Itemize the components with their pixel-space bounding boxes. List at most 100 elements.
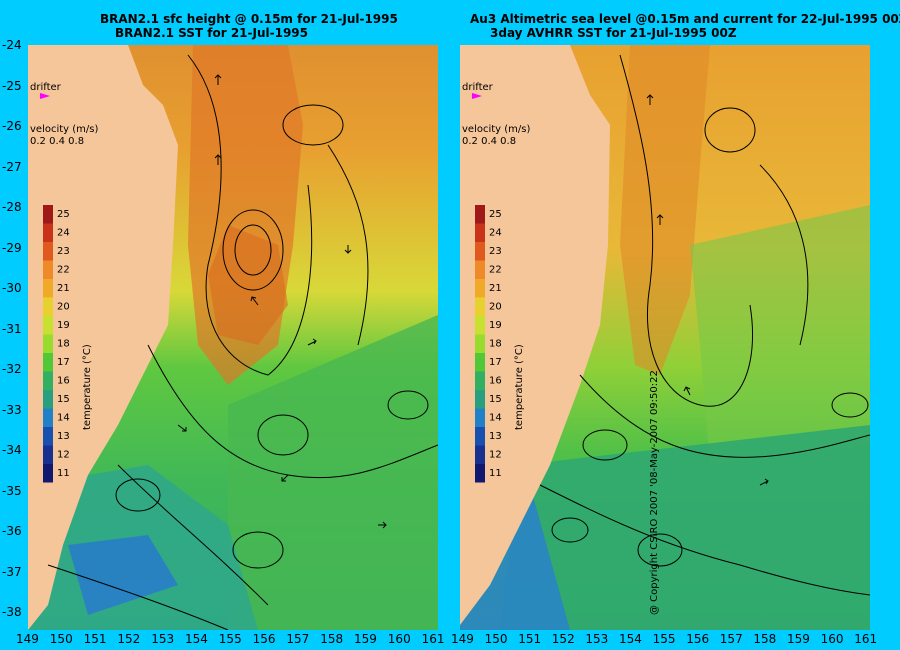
latitude-tick-label: -38 bbox=[2, 605, 22, 619]
colorbar-swatch bbox=[43, 371, 53, 390]
colorbar-swatch bbox=[475, 427, 485, 446]
colorbar-tick-label: 11 bbox=[489, 468, 502, 479]
colorbar-tick-label: 13 bbox=[57, 431, 70, 442]
colorbar-tick-label: 17 bbox=[57, 357, 70, 368]
longitude-tick-label: 154 bbox=[185, 632, 208, 646]
temperature-label: temperature (°C) bbox=[514, 344, 525, 430]
latitude-tick-label: -24 bbox=[2, 38, 22, 52]
colorbar-swatch bbox=[43, 223, 53, 242]
colorbar-swatch bbox=[43, 390, 53, 409]
longitude-tick-label: 153 bbox=[585, 632, 609, 646]
colorbar-swatch bbox=[475, 316, 485, 335]
latitude-tick-label: -32 bbox=[2, 362, 22, 376]
colorbar-swatch bbox=[475, 297, 485, 316]
land-mass bbox=[28, 45, 178, 630]
colorbar-swatch bbox=[475, 242, 485, 261]
colorbar-tick-label: 21 bbox=[57, 283, 70, 294]
latitude-tick-label: -36 bbox=[2, 524, 22, 538]
latitude-tick-label: -34 bbox=[2, 443, 22, 457]
latitude-tick-label: -33 bbox=[2, 402, 22, 417]
colorbar-swatch bbox=[43, 260, 53, 279]
longitude-tick-label: 160 bbox=[820, 632, 844, 646]
latitude-tick-label: -31 bbox=[2, 321, 22, 336]
longitude-tick-label: 161 bbox=[854, 632, 878, 646]
colorbar-tick-label: 24 bbox=[57, 228, 70, 239]
colorbar-swatch bbox=[475, 390, 485, 409]
colorbar-swatch bbox=[43, 464, 53, 483]
colorbar-swatch bbox=[475, 334, 485, 353]
latitude-tick-label: -37 bbox=[2, 564, 22, 579]
colorbar-tick-label: 13 bbox=[489, 431, 502, 442]
longitude-tick-label: 149 bbox=[16, 632, 39, 646]
longitude-tick-label: 157 bbox=[286, 632, 310, 646]
left-title-line1: BRAN2.1 sfc height @ 0.15m for 21-Jul-19… bbox=[100, 12, 398, 26]
velocity-label: velocity (m/s) bbox=[30, 124, 98, 135]
longitude-tick-label: 150 bbox=[49, 632, 73, 646]
latitude-tick-label: -26 bbox=[2, 119, 22, 133]
contour-lines bbox=[539, 54, 870, 596]
longitude-tick-label: 159 bbox=[787, 632, 810, 646]
temperature-colorbar: 25 24 23 22 21 20 19 18 17 16 15 14 13 12 11 bbox=[475, 205, 502, 483]
longitude-tick-label: 160 bbox=[387, 632, 411, 646]
copyright-notice: @ Copyright CSIRO 2007 '08-May-2007 09:5… bbox=[649, 370, 661, 615]
velocity-arrows bbox=[177, 74, 387, 529]
drifter-label: drifter bbox=[30, 82, 62, 93]
colorbar-tick-label: 18 bbox=[57, 339, 70, 350]
colorbar-swatch bbox=[43, 205, 53, 224]
right-title-line2: 3day AVHRR SST for 21-Jul-1995 00Z bbox=[490, 26, 737, 40]
colorbar-tick-label: 16 bbox=[57, 376, 70, 387]
colorbar-swatch bbox=[475, 408, 485, 427]
longitude-tick-label: 152 bbox=[551, 632, 575, 646]
colorbar-swatch bbox=[43, 316, 53, 335]
latitude-tick-label: -30 bbox=[2, 281, 22, 295]
longitude-tick-label: 152 bbox=[117, 632, 141, 646]
colorbar-swatch bbox=[475, 371, 485, 390]
latitude-tick-label: -28 bbox=[2, 200, 22, 214]
colorbar-tick-label: 17 bbox=[489, 357, 502, 368]
colorbar-swatch bbox=[475, 260, 485, 279]
longitude-tick-label: 158 bbox=[320, 632, 344, 646]
right-map-panel: 25 24 23 22 21 20 19 18 17 16 15 14 13 12 11 drifter v… bbox=[460, 45, 870, 630]
colorbar-tick-label: 14 bbox=[489, 413, 502, 424]
latitude-tick-label: -27 bbox=[2, 159, 22, 174]
colorbar-tick-label: 19 bbox=[489, 320, 502, 331]
colorbar-tick-label: 11 bbox=[57, 468, 70, 479]
colorbar-tick-label: 20 bbox=[57, 302, 70, 313]
colorbar-tick-label: 21 bbox=[489, 283, 502, 294]
longitude-tick-label: 151 bbox=[518, 632, 542, 646]
drifter-label: drifter bbox=[462, 82, 494, 93]
longitude-tick-label: 158 bbox=[753, 632, 777, 646]
right-title-line1: Au3 Altimetric sea level @0.15m and curr… bbox=[470, 12, 900, 26]
latitude-tick-label: -29 bbox=[2, 240, 22, 255]
colorbar-swatch bbox=[43, 279, 53, 298]
longitude-tick-label: 149 bbox=[451, 632, 474, 646]
colorbar-swatch bbox=[43, 427, 53, 446]
colorbar-swatch bbox=[43, 334, 53, 353]
colorbar-tick-label: 20 bbox=[489, 302, 502, 313]
colorbar-swatch bbox=[475, 353, 485, 372]
longitude-tick-label: 156 bbox=[686, 632, 710, 646]
longitude-tick-label: 155 bbox=[652, 632, 676, 646]
longitude-tick-label: 153 bbox=[151, 632, 175, 646]
velocity-label: velocity (m/s) bbox=[462, 124, 530, 135]
colorbar-swatch bbox=[475, 464, 485, 483]
left-map: 25 24 23 22 21 20 19 18 17 16 15 14 13 12 11 drifter v… bbox=[28, 45, 438, 630]
longitude-tick-label: 154 bbox=[619, 632, 642, 646]
colorbar-swatch bbox=[43, 242, 53, 261]
velocity-ticks: 0.2 0.4 0.8 bbox=[462, 136, 516, 147]
longitude-tick-label: 156 bbox=[252, 632, 276, 646]
colorbar-tick-label: 12 bbox=[489, 450, 502, 461]
colorbar-swatch bbox=[475, 223, 485, 242]
velocity-arrows bbox=[646, 94, 769, 486]
longitude-tick-label: 151 bbox=[83, 632, 107, 646]
colorbar-tick-label: 15 bbox=[489, 394, 502, 405]
colorbar-tick-label: 16 bbox=[489, 376, 502, 387]
colorbar-tick-label: 25 bbox=[57, 209, 70, 220]
temperature-label: temperature (°C) bbox=[82, 344, 93, 430]
colorbar-tick-label: 23 bbox=[489, 246, 502, 257]
drifter-icon bbox=[472, 93, 482, 99]
longitude-tick-label: 159 bbox=[354, 632, 377, 646]
drifter-icon bbox=[40, 93, 50, 99]
colorbar-tick-label: 19 bbox=[57, 320, 70, 331]
latitude-tick-label: -25 bbox=[2, 78, 22, 93]
